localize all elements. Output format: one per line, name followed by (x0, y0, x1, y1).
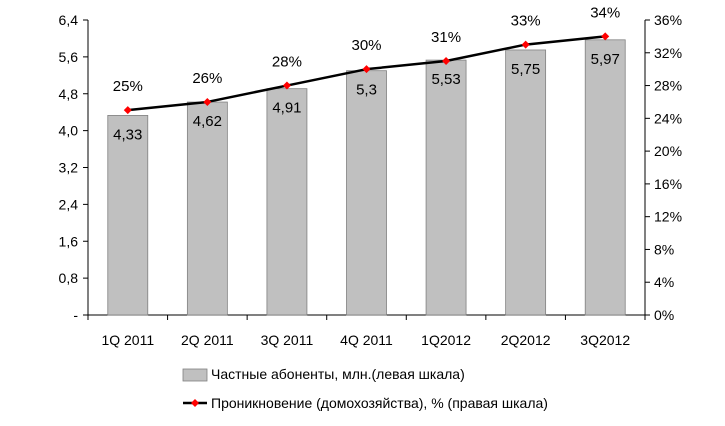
left-axis-tick-label: 0,8 (59, 270, 79, 286)
left-axis-tick-label: - (73, 307, 78, 323)
bar (186, 101, 228, 316)
right-axis-tick-label: 12% (654, 209, 682, 225)
right-axis-tick-label: 8% (654, 241, 674, 257)
bar-value-label: 4,62 (193, 113, 222, 130)
line-value-label: 31% (431, 29, 461, 46)
left-axis-tick-label: 6,4 (59, 12, 79, 28)
axes-group: - 0,8 1,6 2,4 3,2 4,0 4,8 5,6 6,4 0% 4% 8% 12% 16% 20%… (59, 12, 683, 348)
legend-bar-swatch (182, 368, 208, 382)
line-marker (123, 106, 132, 115)
right-axis-tick-label: 36% (654, 12, 682, 28)
line-value-label: 33% (511, 13, 541, 30)
x-axis-tick-label: 3Q2012 (580, 332, 630, 348)
line-value-label: 30% (351, 37, 381, 54)
line-value-label: 26% (192, 70, 222, 87)
bar-value-label: 4,33 (113, 126, 142, 143)
bars-group (107, 39, 626, 316)
x-axis-tick-label: 1Q 2011 (101, 332, 154, 348)
line-marker (521, 40, 530, 49)
bar-value-label: 5,75 (511, 61, 540, 78)
bar (346, 70, 387, 316)
bar-value-label: 5,53 (431, 71, 460, 88)
right-axis-tick-label: 32% (654, 45, 682, 61)
bar-value-label: 5,3 (356, 82, 377, 99)
left-axis-tick-label: 3,2 (59, 160, 79, 176)
right-axis-tick-label: 4% (654, 274, 674, 290)
legend: Частные абоненты, млн.(левая шкала) Прон… (182, 366, 548, 411)
legend-line-marker (191, 399, 199, 407)
bar (505, 49, 547, 316)
bar (107, 115, 149, 316)
line-marker (362, 65, 371, 74)
right-axis-tick-label: 28% (654, 78, 682, 94)
right-axis-tick-label: 24% (654, 110, 682, 126)
x-axis-tick-label: 2Q2012 (501, 332, 551, 348)
line-value-label: 25% (113, 78, 143, 95)
x-axis-tick-label: 1Q2012 (421, 332, 471, 348)
line-marker (282, 81, 291, 90)
bar (266, 88, 308, 316)
x-axis-tick-label: 3Q 2011 (261, 332, 314, 348)
left-axis-tick-label: 1,6 (59, 233, 79, 249)
legend-line-label: Проникновение (домохозяйства), % (правая… (211, 395, 548, 411)
right-axis-tick-label: 0% (654, 307, 674, 323)
line-group (123, 32, 610, 115)
bar (425, 59, 467, 316)
bar-value-label: 5,97 (591, 51, 620, 68)
line-value-label: 34% (590, 4, 620, 21)
left-axis-tick-label: 4,0 (59, 123, 79, 139)
line-value-label: 28% (272, 54, 302, 71)
right-axis-tick-label: 20% (654, 143, 682, 159)
right-axis-tick-label: 16% (654, 176, 682, 192)
x-axis-tick-label: 4Q 2011 (340, 332, 393, 348)
data-labels-group: 4,33 4,62 4,91 5,3 5,53 5,75 5,97 25% 26% 28% 30% 3… (113, 4, 620, 143)
line-marker (601, 32, 610, 41)
x-axis-tick-label: 2Q 2011 (181, 332, 234, 348)
line-marker (203, 97, 212, 106)
left-axis-tick-label: 5,6 (59, 49, 79, 65)
bar (584, 39, 626, 316)
left-axis-tick-label: 4,8 (59, 86, 79, 102)
legend-bar-label: Частные абоненты, млн.(левая шкала) (211, 366, 465, 382)
left-axis-tick-label: 2,4 (59, 196, 79, 212)
bar-value-label: 4,91 (272, 100, 301, 117)
line-marker (442, 56, 451, 65)
